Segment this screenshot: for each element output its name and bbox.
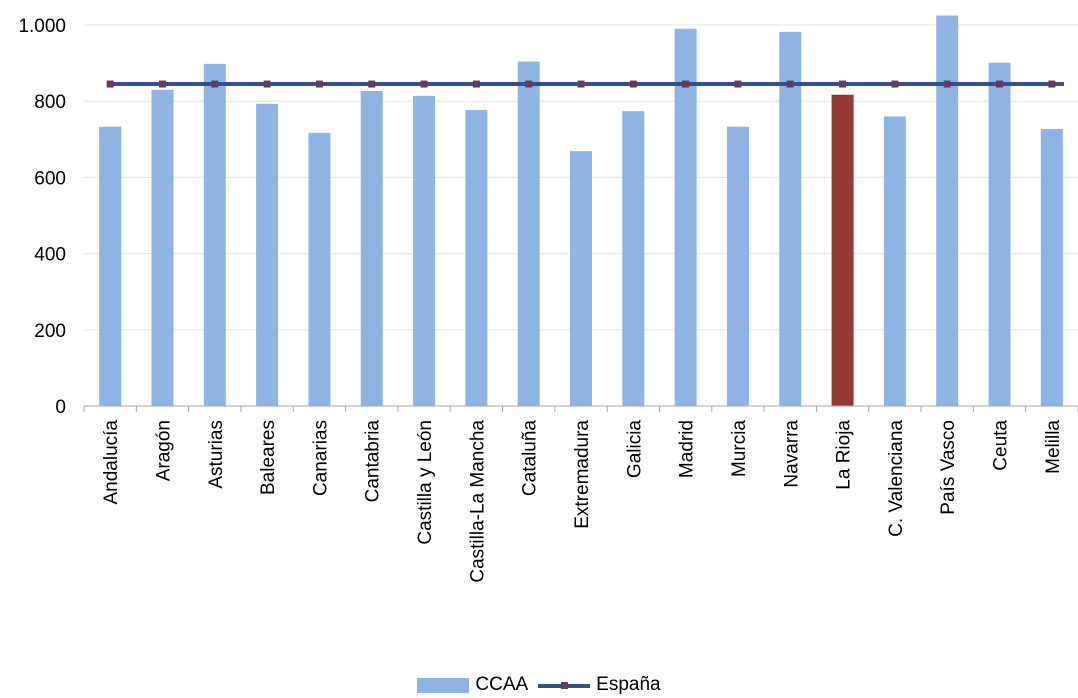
x-category-label: Aragón (153, 420, 174, 481)
line-point-16 (943, 80, 951, 88)
x-category-label: Navarra (781, 420, 802, 488)
x-category-label: Ceuta (991, 420, 1012, 471)
x-category-label: País Vasco (938, 420, 959, 515)
x-category-label: Castilla-La Mancha (467, 420, 488, 583)
x-category-label: Madrid (677, 420, 698, 478)
bar-series (99, 15, 1063, 407)
x-category-label: C. Valenciana (886, 420, 907, 537)
line-point-17 (996, 80, 1004, 88)
bar-la-rioja (831, 94, 854, 407)
x-axis: Andalucía Aragón Asturias Baleares Canarias C… (83, 405, 1078, 583)
bar-castilla-la-mancha (465, 109, 488, 406)
bar-país-vasco (936, 15, 959, 406)
y-tick-label: 0 (55, 397, 66, 418)
bar-cataluña (517, 61, 540, 407)
line-point-18 (1048, 80, 1056, 88)
line-point-4 (315, 80, 323, 88)
x-category-label: Murcia (729, 420, 750, 477)
legend-item-espana: España (538, 674, 661, 696)
bar-extremadura (570, 151, 592, 406)
x-category-label: Andalucía (101, 420, 122, 505)
legend-label-ccaa: CCAA (475, 674, 529, 695)
x-category-label: Galicia (624, 420, 645, 479)
y-axis: 0 200 400 600 800 1.000 (18, 16, 66, 418)
y-tick-label: 1.000 (18, 16, 66, 37)
line-point-2 (211, 80, 219, 88)
bar-baleares (256, 103, 279, 406)
line-point-0 (106, 80, 114, 88)
bar-canarias (308, 132, 331, 406)
line-point-10 (629, 80, 637, 88)
x-category-label: Cantabria (363, 420, 384, 503)
bar-navarra (779, 31, 802, 406)
legend-swatch-line (538, 678, 591, 693)
legend-label-espana: España (596, 674, 661, 695)
x-category-label: Asturias (206, 420, 227, 489)
line-series (106, 80, 1064, 88)
x-category-label: Cataluña (520, 420, 541, 496)
line-point-15 (891, 80, 899, 88)
line-point-1 (158, 80, 166, 88)
legend-swatch-bar (417, 677, 470, 693)
line-point-8 (525, 80, 533, 88)
x-category-label: Extremadura (572, 420, 593, 529)
bar-andalucía (99, 126, 122, 407)
y-tick-label: 600 (34, 168, 66, 189)
line-point-3 (263, 80, 271, 88)
bar-murcia (726, 126, 749, 407)
legend: CCAA España (0, 672, 1078, 698)
line-point-13 (786, 80, 794, 88)
line-point-12 (734, 80, 742, 88)
line-point-6 (420, 80, 428, 88)
x-category-label: Melilla (1043, 420, 1064, 474)
bar-galicia (622, 111, 645, 406)
line-point-5 (368, 80, 376, 88)
y-tick-label: 800 (34, 92, 66, 113)
line-point-7 (472, 80, 480, 88)
y-tick-label: 400 (34, 245, 66, 266)
line-point-9 (577, 80, 585, 88)
bar-c-valenciana (883, 116, 906, 406)
line-point-11 (682, 80, 690, 88)
y-tick-label: 200 (34, 321, 66, 342)
bar-cantabria (360, 90, 383, 407)
bar-melilla (1040, 129, 1063, 406)
bar-asturias (203, 63, 226, 406)
x-category-label: Baleares (258, 420, 279, 495)
bar-castilla-y-león (413, 95, 436, 406)
x-category-label: Canarias (310, 420, 331, 496)
legend-item-ccaa: CCAA (417, 674, 528, 696)
x-category-label: La Rioja (834, 420, 855, 490)
bar-madrid (674, 28, 697, 407)
x-category-label: Castilla y León (415, 420, 436, 545)
bar-aragón (151, 89, 174, 407)
line-point-14 (839, 80, 847, 88)
bar-ceuta (988, 62, 1011, 407)
